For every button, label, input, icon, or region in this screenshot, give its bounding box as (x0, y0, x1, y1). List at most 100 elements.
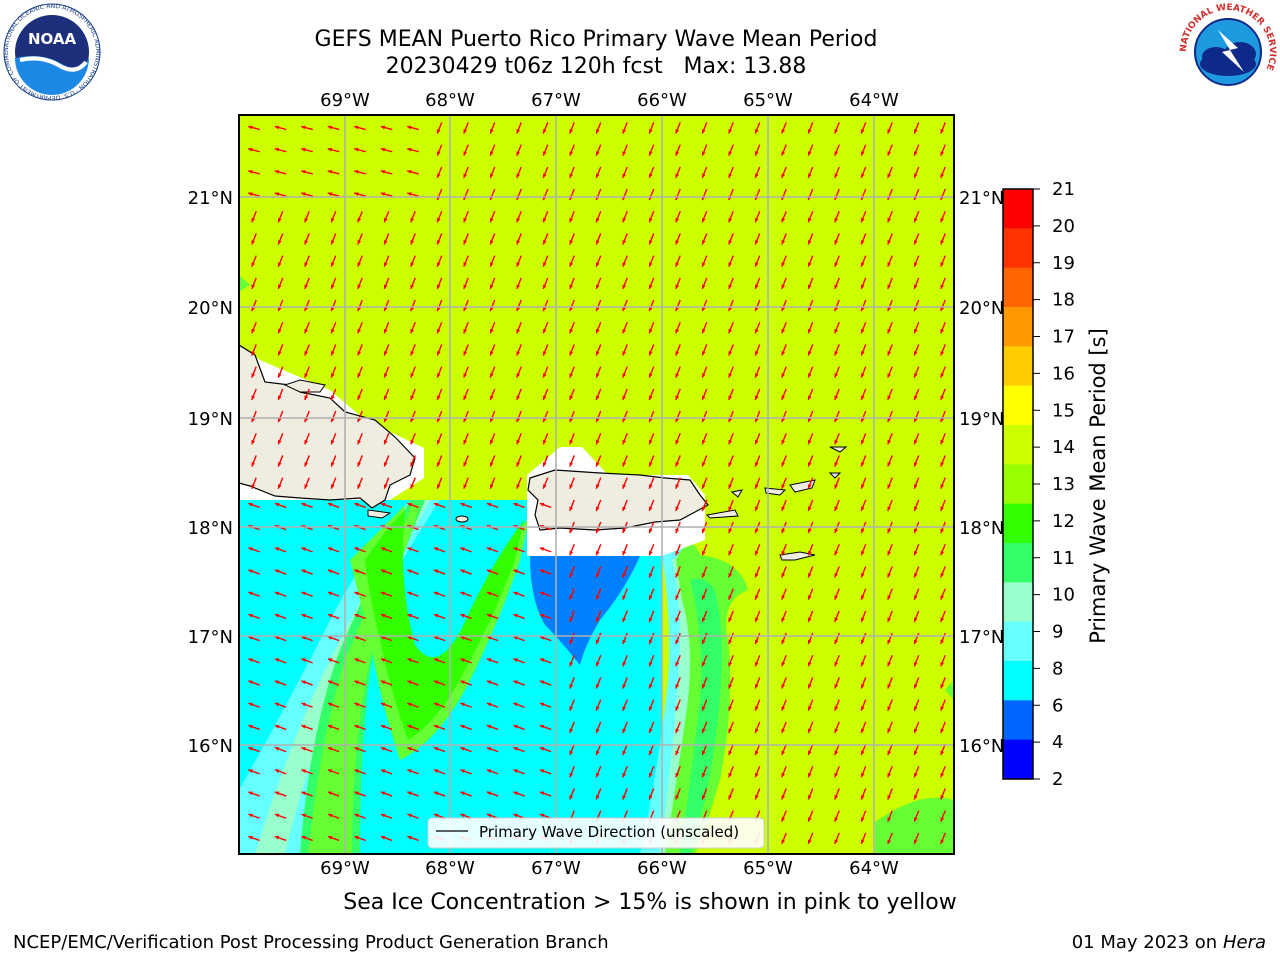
wave-arrow-head (675, 217, 680, 223)
wave-arrow-head (301, 147, 306, 152)
wave-arrow-head (622, 439, 627, 445)
wave-arrow-head (781, 395, 786, 400)
wave-arrow-head (304, 217, 309, 223)
wave-arrow-head (460, 791, 465, 796)
wave-arrow-head (807, 795, 812, 800)
colorbar-tick-label: 13 (1052, 474, 1075, 495)
wave-arrow-head (354, 613, 359, 618)
wave-arrow-head (675, 439, 680, 445)
wave-arrow-head (433, 613, 439, 618)
wave-arrow-head (728, 484, 733, 489)
wave-arrow-head (887, 550, 892, 556)
colorbar-segment (1003, 503, 1033, 544)
wave-arrow-head (277, 395, 282, 400)
wave-arrow-head (940, 795, 945, 800)
wave-arrow-head (569, 706, 574, 711)
wave-arrow-head (701, 151, 706, 156)
wave-arrow-head (728, 462, 733, 467)
wave-arrow-head (860, 439, 865, 445)
wave-arrow-head (913, 684, 918, 689)
wave-arrow-head (622, 595, 627, 600)
footer-host: Hera (1222, 932, 1266, 953)
wave-arrow-head (251, 217, 256, 223)
wave-arrow-head (248, 791, 253, 796)
wave-arrow-head (648, 684, 653, 689)
wave-arrow-head (274, 569, 280, 574)
wave-arrow-head (940, 151, 945, 156)
wave-arrow-head (807, 462, 812, 467)
wave-arrow-head (436, 240, 441, 245)
wave-arrow-head (754, 506, 759, 511)
wave-arrow-head (486, 747, 492, 751)
wave-arrow-head (754, 262, 759, 267)
wave-arrow-head (460, 680, 465, 685)
wave-arrow-head (595, 528, 600, 534)
wave-arrow-head (728, 351, 733, 356)
wave-arrow-head (407, 147, 412, 152)
wave-arrow-head (701, 284, 706, 289)
wave-arrow-head (516, 240, 521, 245)
wave-arrow-head (327, 591, 333, 596)
wave-arrow-head (248, 724, 253, 729)
wave-arrow-head (834, 839, 839, 844)
wave-arrow-head (301, 813, 306, 818)
wave-arrow-head (834, 173, 839, 178)
wave-arrow-head (595, 795, 600, 800)
wave-arrow-head (860, 573, 865, 578)
wave-arrow-head (436, 262, 441, 267)
wave-arrow-head (648, 595, 653, 600)
wave-arrow-head (330, 462, 335, 467)
wave-arrow-head (860, 395, 865, 400)
wave-arrow-head (940, 284, 945, 289)
wave-arrow-head (887, 728, 892, 733)
colorbar-tick-label: 8 (1052, 658, 1063, 679)
wave-arrow-head (357, 395, 362, 400)
wave-arrow-head (380, 747, 386, 751)
wave-arrow-head (913, 550, 918, 556)
wave-arrow-head (407, 835, 412, 840)
wave-arrow-head (539, 613, 545, 618)
wave-arrow-head (274, 813, 280, 818)
lon-label-bottom: 64°W (849, 858, 899, 879)
wave-arrow-head (463, 217, 468, 223)
wave-arrow-head (781, 240, 786, 245)
wave-arrow-head (383, 240, 388, 245)
wave-arrow-head (248, 658, 253, 662)
wave-arrow-head (913, 462, 918, 467)
wave-arrow-head (595, 750, 600, 756)
wave-arrow-head (728, 862, 732, 866)
wave-arrow-head (781, 839, 786, 844)
wave-arrow-head (301, 791, 306, 796)
wave-arrow-head (407, 791, 412, 796)
wave-arrow-head (542, 129, 547, 134)
wave-arrow-head (354, 813, 359, 818)
wave-arrow-head (940, 706, 945, 711)
wave-arrow-head (887, 639, 892, 645)
wave-arrow-head (754, 240, 759, 245)
wave-arrow-head (834, 262, 839, 267)
colorbar-segment (1003, 582, 1033, 623)
wave-arrow-head (675, 395, 680, 400)
colorbar-tick-label: 12 (1052, 511, 1075, 532)
wave-arrow-head (860, 595, 865, 600)
wave-arrow-head (728, 129, 733, 134)
wave-arrow-head (675, 373, 680, 378)
wave-arrow-head (301, 613, 306, 618)
wave-arrow-head (460, 747, 465, 751)
wave-arrow-head (807, 240, 812, 245)
wave-arrow (407, 859, 418, 863)
wave-arrow-head (410, 284, 415, 289)
wave-arrow-head (834, 439, 839, 445)
wave-arrow-head (675, 617, 680, 622)
wave-arrow-head (539, 724, 545, 729)
wave-arrow-head (301, 858, 305, 862)
wave-arrow-head (834, 772, 839, 778)
wave-arrow-head (860, 550, 865, 556)
wave-arrow-head (754, 772, 759, 778)
wave-arrow-head (887, 151, 892, 156)
wave-arrow-head (248, 192, 253, 196)
colorbar-segment (1003, 346, 1033, 387)
wave-arrow-head (354, 702, 359, 707)
wave-arrow-head (754, 151, 759, 156)
wave-arrow-head (913, 817, 918, 822)
